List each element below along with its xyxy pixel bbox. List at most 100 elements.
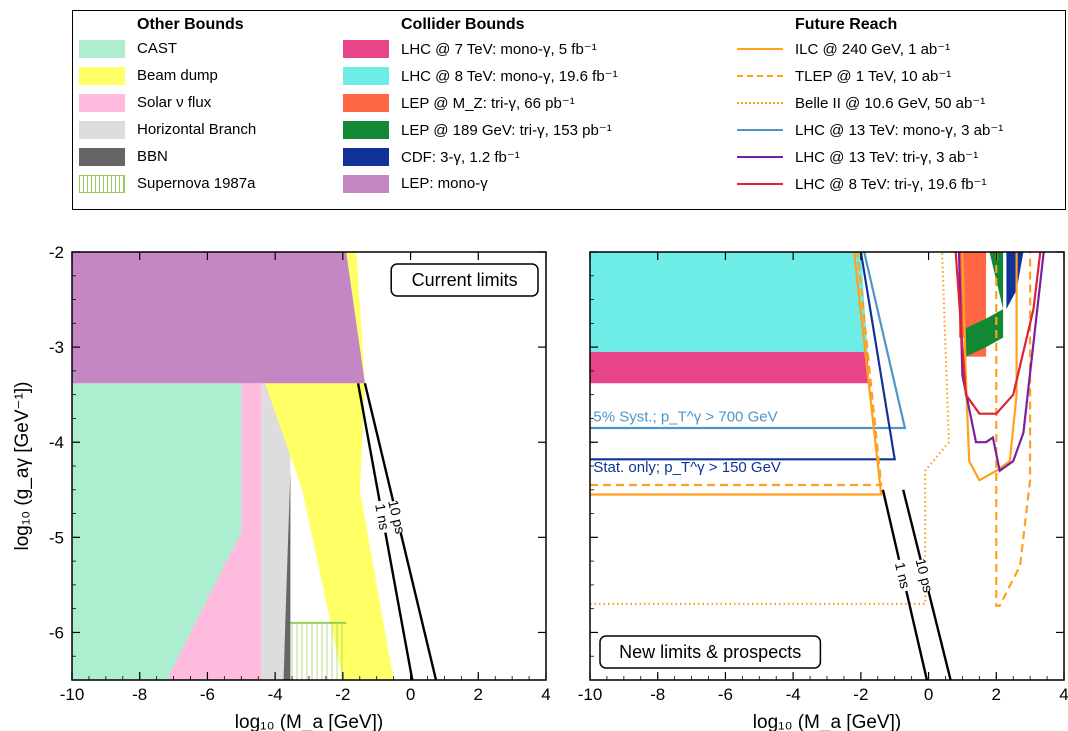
x-tick-label: -6: [718, 685, 733, 704]
chart-title: New limits & prospects: [619, 642, 801, 662]
legend-label: Belle II @ 10.6 GeV, 50 ab⁻¹: [795, 94, 986, 112]
legend-label: LEP: mono-γ: [401, 175, 488, 192]
legend-item: LEP: mono-γ: [343, 170, 618, 197]
legend-item: Supernova 1987a: [79, 170, 256, 197]
legend-swatch: [79, 120, 125, 139]
legend-label: CDF: 3-γ, 1.2 fb⁻¹: [401, 148, 520, 166]
region-lhc-7-tev-mono-: [590, 351, 870, 384]
legend-line-swatch: [737, 121, 783, 139]
legend-label: BBN: [137, 148, 168, 165]
chart-title: Current limits: [412, 270, 518, 290]
x-tick-label: 2: [992, 685, 1001, 704]
legend-label: Horizontal Branch: [137, 121, 257, 138]
legend-swatch: [343, 147, 389, 166]
y-tick-label: -6: [49, 623, 64, 642]
legend-line-swatch: [737, 148, 783, 166]
legend-group-future-reach: Future Reach ILC @ 240 GeV, 1 ab⁻¹ TLEP …: [737, 15, 1003, 197]
legend-item: Horizontal Branch: [79, 116, 256, 143]
lifetime-label-bg: [385, 499, 409, 535]
legend-swatch: [79, 93, 125, 112]
legend-item: BBN: [79, 143, 256, 170]
region-supernova: [290, 622, 347, 680]
new-limits-panel: 1 ns 10 ps 5% Syst.; p_T^γ > 700 GeV Stat. …: [578, 251, 1068, 731]
line-stat-only: [590, 252, 896, 461]
region-lhc-8-tev-mono-: [590, 252, 868, 352]
legend-label: LHC @ 13 TeV: tri-γ, 3 ab⁻¹: [795, 148, 979, 166]
legend-item: LHC @ 8 TeV: mono-γ, 19.6 fb⁻¹: [343, 62, 618, 89]
legend-swatch: [79, 147, 125, 166]
chart-title-box: [390, 263, 539, 297]
legend-swatch: [343, 174, 389, 193]
legend-label: ILC @ 240 GeV, 1 ab⁻¹: [795, 40, 951, 58]
x-tick-label: 0: [406, 685, 415, 704]
legend-group-title: Collider Bounds: [401, 16, 525, 33]
legend-label: Beam dump: [137, 67, 218, 84]
x-axis-label: log₁₀ (M_a [GeV]): [235, 712, 383, 731]
legend-item: LHC @ 7 TeV: mono-γ, 5 fb⁻¹: [343, 35, 618, 62]
region-cast: [72, 383, 242, 680]
annotation: Stat. only; p_T^γ > 150 GeV: [593, 459, 781, 476]
x-axis-label: log₁₀ (M_a [GeV]): [753, 712, 901, 731]
line-belle-ii-10-6-gev: [590, 252, 951, 606]
legend-label: LHC @ 8 TeV: mono-γ, 19.6 fb⁻¹: [401, 67, 618, 85]
line-ilc-240-gev: [590, 252, 883, 496]
legend-line-swatch: [737, 94, 783, 112]
y-axis-label: log₁₀ (g_aγ [GeV⁻¹]): [12, 382, 33, 551]
legend-swatch: [343, 93, 389, 112]
legend-swatch: [79, 39, 125, 58]
annotation: 5% Syst.; p_T^γ > 700 GeV: [593, 409, 777, 426]
lifetime-label: 1 ns: [892, 561, 914, 590]
line-lhc-8-tev-tri-: [954, 252, 1042, 415]
x-tick-label: 0: [924, 685, 933, 704]
legend-item: Belle II @ 10.6 GeV, 50 ab⁻¹: [737, 89, 1003, 116]
legend-swatch: [343, 39, 389, 58]
legend-group-collider-bounds: Collider Bounds LHC @ 7 TeV: mono-γ, 5 f…: [343, 15, 618, 197]
legend-item: ILC @ 240 GeV, 1 ab⁻¹: [737, 35, 1003, 62]
x-tick-label: -6: [200, 685, 215, 704]
legend-swatch: [79, 174, 125, 193]
lifetime-label: 10 ps: [913, 557, 937, 594]
y-tick-label: -2: [49, 243, 64, 262]
x-tick-label: -4: [786, 685, 801, 704]
x-tick-label: -2: [853, 685, 868, 704]
region-lep-189-gev-tri-: [965, 252, 1004, 357]
legend-item: LHC @ 13 TeV: mono-γ, 3 ab⁻¹: [737, 116, 1003, 143]
legend-label: LHC @ 8 TeV: tri-γ, 19.6 fb⁻¹: [795, 175, 987, 193]
legend-item: CDF: 3-γ, 1.2 fb⁻¹: [343, 143, 618, 170]
line-tlep-1-tev: [590, 252, 883, 487]
legend-line-swatch: [737, 67, 783, 85]
legend: Other Bounds CAST Beam dump Solar ν flux…: [72, 10, 1066, 210]
region-lep-mono-: [72, 252, 365, 384]
legend-item: LHC @ 8 TeV: tri-γ, 19.6 fb⁻¹: [737, 170, 1003, 197]
legend-item: LHC @ 13 TeV: tri-γ, 3 ab⁻¹: [737, 143, 1003, 170]
legend-swatch: [79, 66, 125, 85]
legend-item: Solar ν flux: [79, 89, 256, 116]
legend-line-swatch: [737, 40, 783, 58]
legend-label: CAST: [137, 40, 178, 57]
line-lhc-13-tev-mono-: [590, 252, 907, 430]
legend-group-title: Other Bounds: [137, 16, 244, 33]
chart-title-box: [599, 635, 822, 669]
region-bbn: [283, 470, 291, 680]
x-tick-label: 2: [474, 685, 483, 704]
legend-label: Supernova 1987a: [137, 175, 256, 192]
lifetime-label-bg: [912, 557, 937, 593]
legend-label: LHC @ 7 TeV: mono-γ, 5 fb⁻¹: [401, 40, 597, 58]
legend-swatch: [343, 120, 389, 139]
y-tick-label: -4: [49, 433, 64, 452]
x-tick-label: -10: [60, 685, 85, 704]
legend-label: Solar ν flux: [137, 94, 212, 111]
lifetime-label: 10 ps: [385, 498, 409, 535]
line-tlep-future-tri-: [995, 252, 1032, 607]
region-horizontal-branch: [261, 383, 291, 680]
x-tick-label: -8: [650, 685, 665, 704]
region-cdf-3-: [1006, 252, 1024, 310]
y-tick-label: -3: [49, 338, 64, 357]
legend-label: LHC @ 13 TeV: mono-γ, 3 ab⁻¹: [795, 121, 1004, 139]
x-tick-label: 4: [1059, 685, 1068, 704]
legend-label: TLEP @ 1 TeV, 10 ab⁻¹: [795, 67, 952, 85]
region-solar-flux: [166, 383, 262, 680]
